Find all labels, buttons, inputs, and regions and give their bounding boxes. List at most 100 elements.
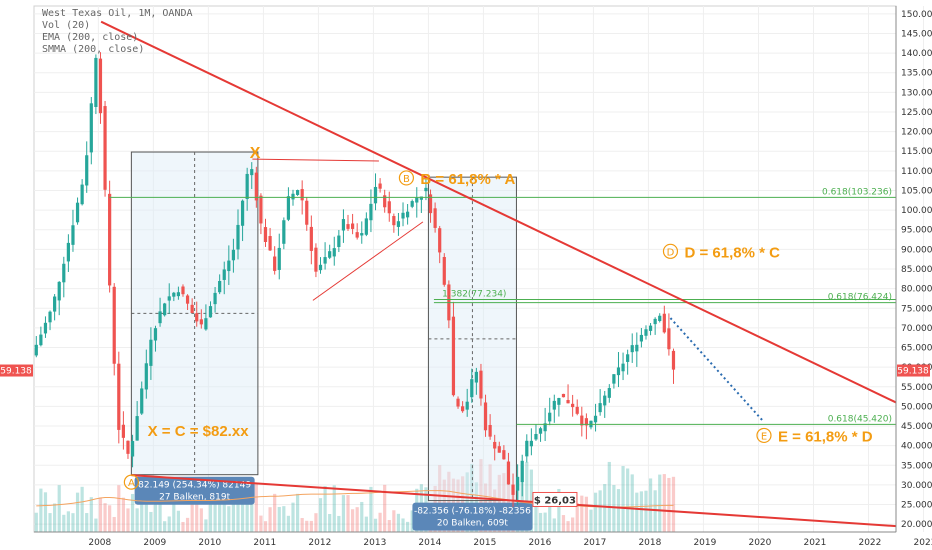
point-marker [398, 170, 415, 186]
y-tick-label: 115.000 [901, 147, 932, 157]
candle-body [598, 403, 602, 413]
volume-bar [580, 495, 584, 532]
volume-bar [406, 521, 410, 532]
y-tick-label: 150.000 [901, 10, 932, 20]
volume-bar [538, 512, 543, 532]
volume-bar [598, 490, 602, 532]
candle-body [401, 212, 405, 219]
point-marker-label: D [667, 247, 675, 258]
measure-tooltip-text: -82.356 (-76.18%) -82356 [414, 507, 531, 517]
y-tick-label: 30.000 [901, 481, 932, 491]
candle-body [543, 423, 547, 432]
candle-body [630, 345, 634, 353]
measure-tooltip [412, 502, 533, 531]
volume-bar [318, 498, 323, 532]
candle-body [635, 344, 639, 352]
candle-body [511, 484, 515, 495]
volume-bar [378, 512, 382, 532]
candle-body [167, 296, 171, 301]
x-tick-label: 2008 [88, 538, 111, 548]
candlestick-series [34, 52, 676, 507]
volume-bar [548, 494, 552, 532]
candle-body [525, 440, 529, 457]
legend-ema: EMA (200, close) [42, 32, 138, 43]
candle-body [658, 315, 662, 321]
volume-bar [506, 462, 511, 532]
candle-body [117, 363, 121, 430]
volume-bar [144, 504, 148, 532]
volume-bar [98, 497, 103, 532]
candle-body [350, 223, 355, 229]
candle-body [552, 400, 556, 410]
fibonacci-levels: 0.618(103.236) 1.382(77.234) 0.618(76.424)… [109, 187, 896, 425]
volume-bar [465, 472, 469, 532]
candle-body [39, 334, 43, 346]
y-tick-label: 65.000 [901, 344, 932, 354]
x-tick-label: 2018 [638, 538, 661, 548]
x-tick-label: 2014 [418, 538, 441, 548]
volume-bar [112, 516, 116, 532]
volume-bar [85, 513, 89, 532]
volume-bar [57, 485, 61, 532]
volume-bar [126, 508, 130, 532]
candle-body [671, 350, 676, 370]
candle-body [474, 371, 478, 383]
volume-bar [603, 484, 607, 532]
ratio-annotation: B = 61,8% * A [420, 171, 515, 188]
volume-bar [534, 504, 538, 532]
price-axis[interactable]: 20.000 25.000 30.000 35.000 40.000 45.000 50.0… [0, 6, 932, 532]
volume-bar [176, 510, 181, 532]
point-marker [123, 474, 139, 490]
volume-bar [199, 508, 203, 532]
ratio-annotation: D = 61,8% * C [684, 244, 780, 261]
y-tick-label: 135.000 [901, 69, 932, 79]
candle-body [346, 224, 350, 229]
candle-body [451, 316, 456, 396]
candle-body [328, 251, 332, 258]
y-tick-label: 130.000 [901, 88, 932, 98]
candle-body [442, 256, 446, 285]
candle-body [387, 201, 391, 214]
y-tick-label: 120.000 [901, 128, 932, 138]
candle-body [218, 281, 222, 293]
candle-body [520, 460, 524, 483]
y-tick-label: 40.000 [901, 442, 932, 452]
volume-bar [236, 490, 240, 532]
legend-vol: Vol (20) [42, 20, 90, 31]
volume-bar [639, 491, 644, 532]
candle-body [318, 264, 323, 271]
x-tick-label: 2011 [253, 538, 276, 548]
volume-bar [227, 506, 231, 532]
x-tick-label: 2009 [143, 538, 166, 548]
candle-body [603, 395, 607, 406]
volume-bar [250, 494, 254, 532]
volume-bar [43, 492, 48, 532]
volume-bar [571, 517, 575, 532]
volume-bar [346, 495, 350, 532]
candle-body [337, 235, 341, 248]
candle-body [580, 415, 584, 426]
trendline [252, 158, 379, 162]
candle-body [428, 194, 433, 214]
volume-bar [121, 497, 125, 532]
fib-label: 0.618(45.420) [828, 414, 892, 424]
candle-body [607, 388, 611, 398]
candle-body [286, 196, 291, 220]
volume-bar [648, 478, 653, 532]
time-axis[interactable]: 2008 2009 2010 2011 2012 2013 2014 2015 2016 2017… [34, 531, 932, 548]
price-tag-box [532, 491, 578, 507]
volume-bar [337, 515, 341, 532]
trendlines [100, 20, 897, 528]
volume-bar [195, 486, 199, 532]
candle-body [378, 183, 382, 189]
candle-body [43, 322, 48, 334]
candle-body [529, 440, 533, 447]
volume-bar [158, 490, 162, 532]
y-tick-label: 140.000 [901, 49, 932, 59]
candle-body [66, 242, 70, 262]
candle-body [561, 393, 566, 398]
candle-body [534, 433, 538, 440]
candle-body [639, 334, 644, 342]
y-tick-label: 95.000 [901, 226, 932, 236]
